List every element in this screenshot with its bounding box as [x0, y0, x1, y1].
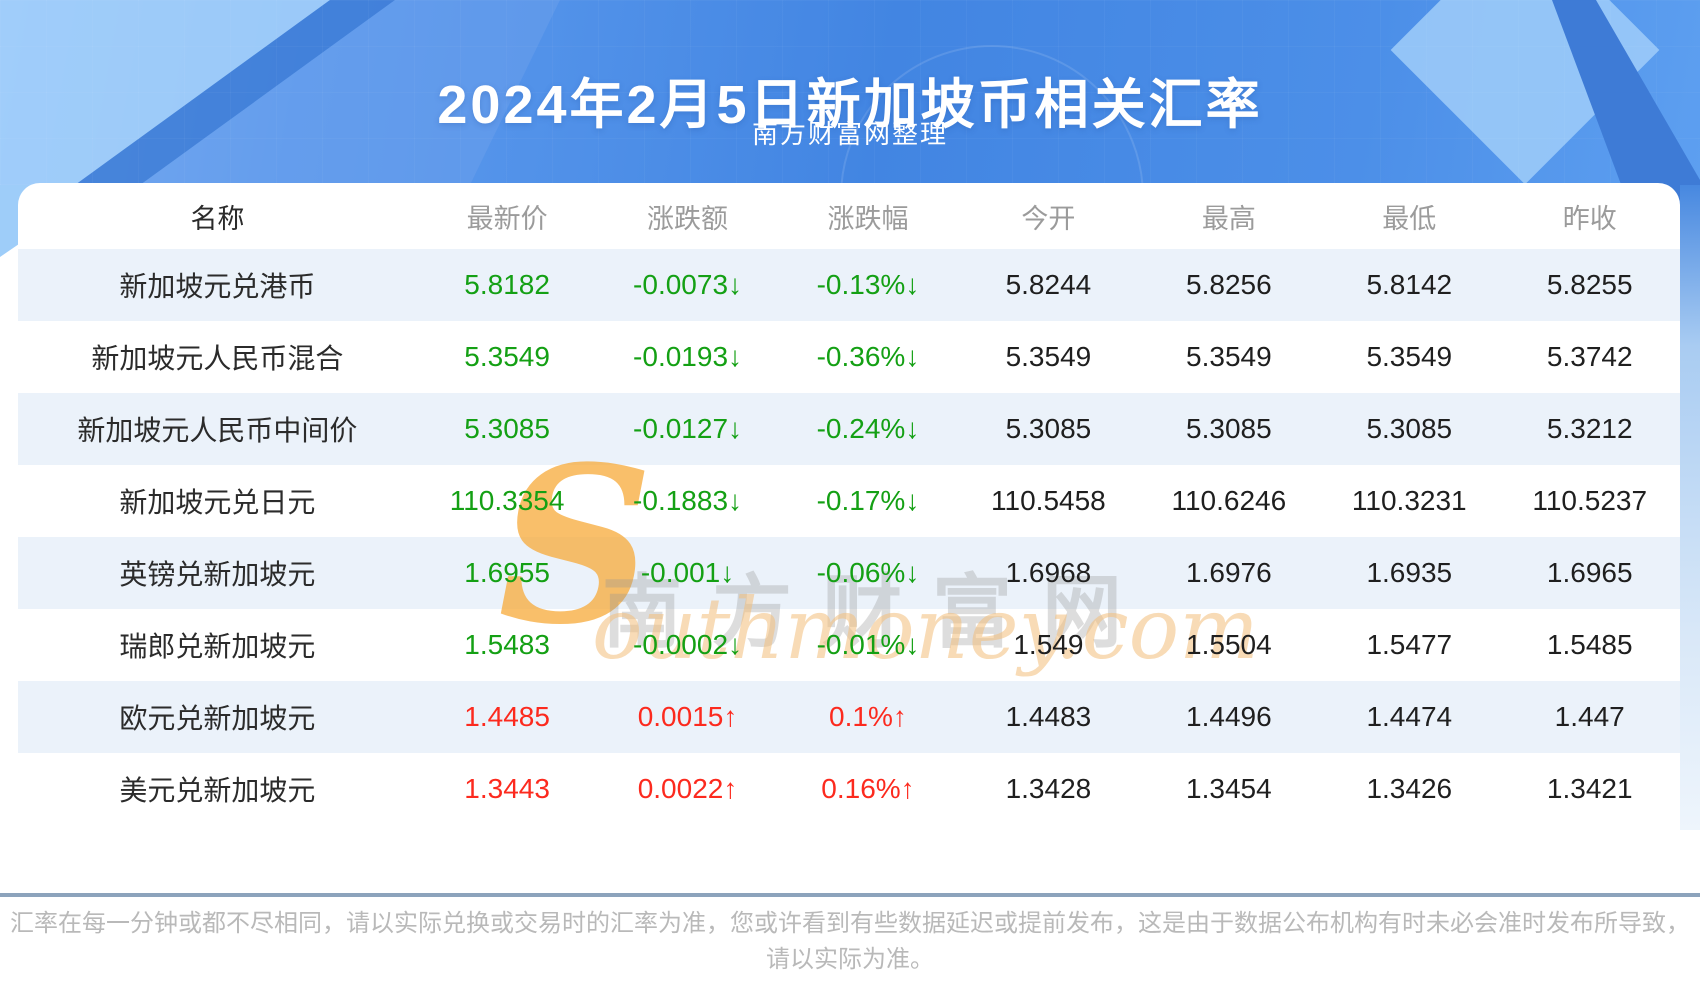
pair-name-cell: 英镑兑新加坡元 [119, 559, 316, 590]
footer-divider [0, 893, 1700, 897]
rate-value-cell: 5.3549 [464, 341, 550, 372]
column-header-low: 最低 [1382, 203, 1437, 234]
rate-value-cell: -0.0127↓ [633, 413, 743, 444]
rate-value-cell: 5.3085 [1186, 413, 1272, 444]
rate-value-cell: -0.0193↓ [633, 341, 743, 372]
page-title: 2024年2月5日新加坡币相关汇率 [437, 75, 1263, 136]
footer-line-2: 请以实际为准。 [766, 946, 934, 973]
rate-value-cell: 5.3549 [1366, 341, 1453, 372]
rate-value-cell: 1.6976 [1186, 557, 1272, 588]
table-row: 美元兑新加坡元 1.3443 0.0022↑ 0.16%↑ 1.3428 1.3454 1.… [18, 753, 1680, 825]
right-blue-sliver [1680, 185, 1700, 830]
table-header-row: 名称 最新价 涨跌额 涨跌幅 今开 最高 最低 昨收 [18, 183, 1680, 249]
table-row: 新加坡元人民币中间价 5.3085 -0.0127↓ -0.24%↓ 5.3085 5.3… [18, 393, 1680, 465]
footer-line-1: 汇率在每一分钟或都不尽相同，请以实际兑换或交易时的汇率为准，您或许看到有些数据延… [10, 910, 1690, 937]
rate-value-cell: 0.0022↑ [637, 773, 738, 804]
rate-value-cell: 1.3421 [1546, 773, 1633, 804]
footer-note: 汇率在每一分钟或都不尽相同，请以实际兑换或交易时的汇率为准，您或许看到有些数据延… [0, 906, 1700, 978]
rate-value-cell: 1.5477 [1366, 629, 1453, 660]
rate-value-cell: 5.3549 [1005, 341, 1092, 372]
pair-name-cell: 瑞郎兑新加坡元 [119, 631, 316, 662]
pair-name-cell: 新加坡元人民币混合 [91, 343, 344, 374]
rate-value-cell: 1.4474 [1366, 701, 1453, 732]
table-row: 瑞郎兑新加坡元 1.5483 -0.0002↓ -0.01%↓ 1.549 1.5504 1… [18, 609, 1680, 681]
rate-value-cell: -0.06%↓ [816, 557, 920, 588]
rate-value-cell: 5.3212 [1546, 413, 1633, 444]
rate-value-cell: 0.0015↑ [637, 701, 738, 732]
column-header-name: 名称 [190, 203, 245, 234]
rate-value-cell: 5.3085 [1005, 413, 1092, 444]
rate-value-cell: -0.36%↓ [816, 341, 920, 372]
rate-value-cell: 5.3742 [1546, 341, 1633, 372]
pair-name-cell: 新加坡元兑日元 [119, 487, 316, 518]
rate-value-cell: 1.5485 [1546, 629, 1633, 660]
pair-name-cell: 美元兑新加坡元 [119, 775, 316, 806]
table-row: 新加坡元兑港币 5.8182 -0.0073↓ -0.13%↓ 5.8244 5.8256… [18, 249, 1680, 321]
rate-value-cell: -0.13%↓ [816, 269, 920, 300]
pair-name-cell: 新加坡元兑港币 [119, 271, 316, 302]
rate-value-cell: -0.01%↓ [816, 629, 920, 660]
table-row: 新加坡元兑日元 110.3354 -0.1883↓ -0.17%↓ 110.5458 11… [18, 465, 1680, 537]
column-header-change: 涨跌额 [647, 203, 729, 234]
rate-value-cell: 110.3354 [449, 485, 565, 516]
rate-value-cell: 0.1%↑ [829, 701, 907, 732]
rate-value-cell: 5.8255 [1546, 269, 1633, 300]
rate-value-cell: 110.5237 [1532, 485, 1648, 516]
column-header-change-pct: 涨跌幅 [827, 203, 909, 234]
rate-value-cell: -0.1883↓ [633, 485, 743, 516]
column-header-prev-close: 昨收 [1562, 203, 1617, 234]
rate-value-cell: 1.4483 [1005, 701, 1092, 732]
rate-value-cell: 1.5483 [464, 629, 550, 660]
rate-value-cell: 110.5458 [991, 485, 1106, 516]
rate-value-cell: -0.17%↓ [816, 485, 920, 516]
table-row: 新加坡元人民币混合 5.3549 -0.0193↓ -0.36%↓ 5.3549 5.35… [18, 321, 1680, 393]
rate-value-cell: -0.0073↓ [633, 269, 743, 300]
column-header-high: 最高 [1201, 203, 1256, 234]
rate-value-cell: 5.3549 [1186, 341, 1272, 372]
rate-value-cell: 1.3454 [1186, 773, 1272, 804]
rate-value-cell: 5.8256 [1186, 269, 1272, 300]
rate-value-cell: -0.001↓ [640, 557, 735, 588]
pair-name-cell: 欧元兑新加坡元 [119, 703, 316, 734]
rate-value-cell: 1.4496 [1186, 701, 1272, 732]
rate-value-cell: 1.549 [1013, 629, 1084, 660]
rate-value-cell: 1.3426 [1366, 773, 1453, 804]
rate-value-cell: 1.5504 [1186, 629, 1272, 660]
table-row: 欧元兑新加坡元 1.4485 0.0015↑ 0.1%↑ 1.4483 1.4496 1.4… [18, 681, 1680, 753]
rate-value-cell: -0.24%↓ [816, 413, 920, 444]
rate-value-cell: 5.8142 [1366, 269, 1453, 300]
page-subtitle: 南方财富网整理 [751, 119, 948, 149]
rates-table-card: 名称 最新价 涨跌额 涨跌幅 今开 最高 最低 昨收 新加坡元兑港币 5.8182… [18, 183, 1680, 828]
rate-value-cell: 1.3428 [1005, 773, 1092, 804]
rate-value-cell: 5.3085 [1366, 413, 1453, 444]
header-banner: 2024年2月5日新加坡币相关汇率 南方财富网整理 [0, 0, 1700, 185]
rate-value-cell: 5.3085 [464, 413, 550, 444]
rate-value-cell: 1.6935 [1366, 557, 1453, 588]
rate-value-cell: 110.6246 [1171, 485, 1287, 516]
rate-value-cell: 110.3231 [1351, 485, 1467, 516]
rate-value-cell: 0.16%↑ [821, 773, 915, 804]
rate-value-cell: 1.4485 [464, 701, 550, 732]
rate-value-cell: 1.6955 [464, 557, 550, 588]
rate-value-cell: 1.6965 [1546, 557, 1633, 588]
rate-value-cell: -0.0002↓ [633, 629, 743, 660]
rate-value-cell: 1.447 [1554, 701, 1625, 732]
table-row: 英镑兑新加坡元 1.6955 -0.001↓ -0.06%↓ 1.6968 1.6976 1… [18, 537, 1680, 609]
pair-name-cell: 新加坡元人民币中间价 [77, 415, 358, 446]
column-header-latest: 最新价 [466, 203, 548, 234]
rate-value-cell: 1.3443 [464, 773, 550, 804]
rate-value-cell: 5.8244 [1005, 269, 1092, 300]
table-body: 新加坡元兑港币 5.8182 -0.0073↓ -0.13%↓ 5.8244 5.8256… [18, 249, 1680, 825]
column-header-open: 今开 [1021, 203, 1076, 234]
rate-value-cell: 1.6968 [1005, 557, 1092, 588]
rate-value-cell: 5.8182 [464, 269, 550, 300]
